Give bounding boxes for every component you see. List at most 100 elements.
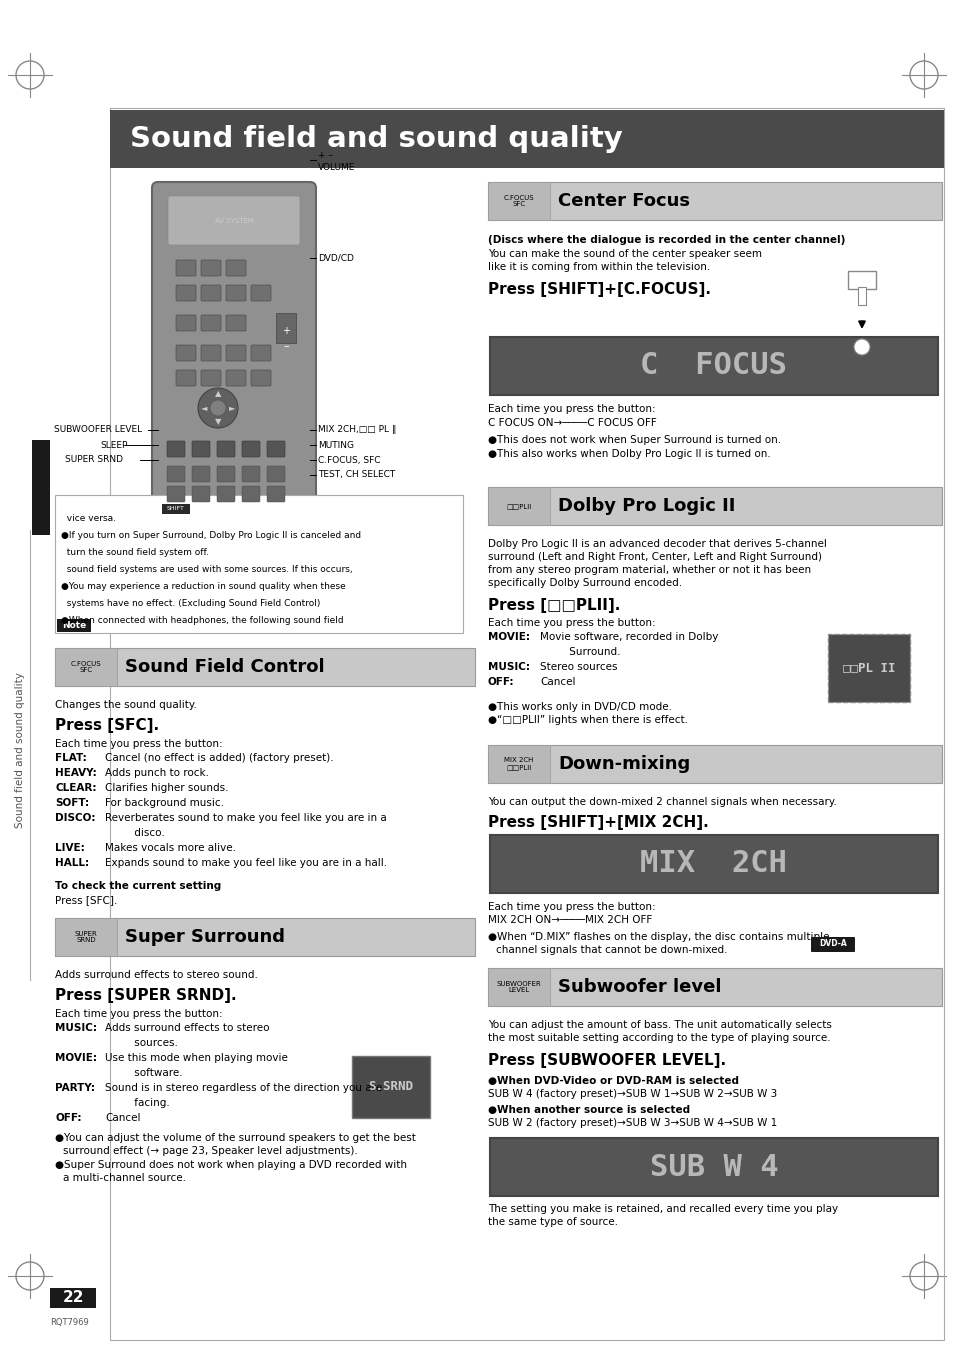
Text: Press [□□PLII].: Press [□□PLII]. [488, 598, 619, 613]
Bar [162, 504, 190, 513]
Text: ●You can adjust the volume of the surround speakers to get the best: ●You can adjust the volume of the surrou… [55, 1133, 416, 1143]
Text: disco.: disco. [105, 828, 165, 838]
Text: ●If you turn on Super Surround, Dolby Pro Logic II is canceled and: ●If you turn on Super Surround, Dolby Pr… [61, 531, 361, 540]
Text: a multi-channel source.: a multi-channel source. [63, 1173, 186, 1183]
Text: SUPER
SRND: SUPER SRND [74, 931, 97, 943]
Text: You can adjust the amount of bass. The unit automatically selects: You can adjust the amount of bass. The u… [488, 1020, 831, 1029]
FancyBboxPatch shape [267, 440, 285, 457]
Text: SOFT:: SOFT: [55, 798, 89, 808]
Text: Press [SUBWOOFER LEVEL].: Press [SUBWOOFER LEVEL]. [488, 1052, 725, 1069]
Text: C.FOCUS
SFC: C.FOCUS SFC [503, 195, 534, 208]
FancyBboxPatch shape [168, 196, 299, 245]
FancyBboxPatch shape [192, 440, 210, 457]
Text: MUSIC:: MUSIC: [55, 1023, 97, 1034]
Bar [847, 272, 875, 289]
Text: Cancel: Cancel [539, 677, 575, 688]
Text: vice versa.: vice versa. [61, 513, 116, 523]
Bar [490, 835, 937, 893]
Text: PARTY:: PARTY: [55, 1084, 95, 1093]
Text: surround (Left and Right Front, Center, Left and Right Surround): surround (Left and Right Front, Center, … [488, 553, 821, 562]
Bar [488, 744, 550, 784]
Text: RQT7969: RQT7969 [50, 1317, 89, 1327]
Text: Reverberates sound to make you feel like you are in a: Reverberates sound to make you feel like… [105, 813, 386, 823]
Text: Each time you press the button:: Each time you press the button: [55, 1009, 222, 1019]
Text: HEAVY:: HEAVY: [55, 767, 96, 778]
Text: surround effect (→ page 23, Speaker level adjustments).: surround effect (→ page 23, Speaker leve… [63, 1146, 357, 1156]
FancyBboxPatch shape [226, 345, 246, 361]
FancyBboxPatch shape [216, 466, 234, 482]
FancyBboxPatch shape [226, 259, 246, 276]
Text: Center Focus: Center Focus [558, 192, 689, 209]
Text: ●Super Surround does not work when playing a DVD recorded with: ●Super Surround does not work when playi… [55, 1161, 407, 1170]
Bar [55, 648, 475, 686]
Text: turn the sound field system off.: turn the sound field system off. [61, 549, 209, 557]
FancyBboxPatch shape [251, 345, 271, 361]
Text: OFF:: OFF: [488, 677, 514, 688]
Text: Adds surround effects to stereo: Adds surround effects to stereo [105, 1023, 269, 1034]
FancyBboxPatch shape [251, 285, 271, 301]
Bar [110, 109, 943, 168]
Text: Adds punch to rock.: Adds punch to rock. [105, 767, 209, 778]
Text: ▲: ▲ [214, 389, 221, 399]
FancyBboxPatch shape [201, 345, 221, 361]
Text: MIX 2CH ON→────MIX 2CH OFF: MIX 2CH ON→────MIX 2CH OFF [488, 915, 652, 925]
Text: ●This works only in DVD/CD mode.: ●This works only in DVD/CD mode. [488, 703, 671, 712]
Bar [57, 619, 91, 632]
FancyBboxPatch shape [267, 486, 285, 503]
Text: Super Surround: Super Surround [125, 928, 285, 946]
Text: sources.: sources. [105, 1038, 177, 1048]
FancyBboxPatch shape [192, 486, 210, 503]
Bar [857, 286, 865, 305]
Text: ●You may experience a reduction in sound quality when these: ●You may experience a reduction in sound… [61, 582, 345, 590]
Text: HALL:: HALL: [55, 858, 89, 867]
FancyBboxPatch shape [167, 466, 185, 482]
Text: To check the current setting: To check the current setting [55, 881, 221, 892]
Text: Dolby Pro Logic II is an advanced decoder that derives 5-channel: Dolby Pro Logic II is an advanced decode… [488, 539, 826, 549]
Text: software.: software. [105, 1069, 182, 1078]
Text: Changes the sound quality.: Changes the sound quality. [55, 700, 196, 711]
Text: Down-mixing: Down-mixing [558, 755, 690, 773]
Text: Each time you press the button:: Each time you press the button: [488, 617, 655, 628]
FancyBboxPatch shape [226, 285, 246, 301]
FancyBboxPatch shape [175, 259, 195, 276]
Text: Note: Note [62, 621, 86, 631]
Bar [488, 182, 550, 220]
Text: C.FOCUS
SFC: C.FOCUS SFC [71, 661, 101, 674]
Text: Cancel: Cancel [105, 1113, 140, 1123]
FancyBboxPatch shape [152, 182, 315, 519]
Text: SUB W 2 (factory preset)→SUB W 3→SUB W 4→SUB W 1: SUB W 2 (factory preset)→SUB W 3→SUB W 4… [488, 1119, 777, 1128]
Text: SHIFT: SHIFT [167, 507, 185, 512]
Text: Press [SFC].: Press [SFC]. [55, 717, 159, 734]
Text: You can make the sound of the center speaker seem: You can make the sound of the center spe… [488, 249, 761, 259]
Text: Expands sound to make you feel like you are in a hall.: Expands sound to make you feel like you … [105, 858, 387, 867]
Text: C FOCUS ON→────C FOCUS OFF: C FOCUS ON→────C FOCUS OFF [488, 417, 656, 428]
Bar [488, 182, 941, 220]
FancyBboxPatch shape [175, 285, 195, 301]
FancyBboxPatch shape [242, 440, 260, 457]
Bar [55, 917, 117, 957]
Text: ●When “D.MIX” flashes on the display, the disc contains multiple-: ●When “D.MIX” flashes on the display, th… [488, 932, 832, 942]
FancyBboxPatch shape [216, 486, 234, 503]
Text: facing.: facing. [105, 1098, 170, 1108]
Text: S.SRND: S.SRND [368, 1081, 413, 1093]
Bar [488, 744, 941, 784]
FancyBboxPatch shape [216, 440, 234, 457]
Text: Movie software, recorded in Dolby: Movie software, recorded in Dolby [539, 632, 718, 642]
Text: Dolby Pro Logic II: Dolby Pro Logic II [558, 497, 735, 515]
Text: OFF:: OFF: [55, 1113, 81, 1123]
FancyBboxPatch shape [201, 370, 221, 386]
Text: ●When another source is selected: ●When another source is selected [488, 1105, 689, 1115]
Text: Clarifies higher sounds.: Clarifies higher sounds. [105, 784, 229, 793]
Text: You can output the down-mixed 2 channel signals when necessary.: You can output the down-mixed 2 channel … [488, 797, 836, 807]
Text: SUBWOOFER LEVEL: SUBWOOFER LEVEL [54, 426, 142, 435]
Text: Surround.: Surround. [539, 647, 619, 657]
Text: ◄: ◄ [200, 404, 207, 412]
Text: ▼: ▼ [214, 417, 221, 427]
Text: like it is coming from within the television.: like it is coming from within the televi… [488, 262, 709, 272]
FancyBboxPatch shape [201, 285, 221, 301]
FancyBboxPatch shape [242, 486, 260, 503]
Text: Stereo sources: Stereo sources [539, 662, 617, 671]
Text: MOVIE:: MOVIE: [488, 632, 530, 642]
FancyBboxPatch shape [201, 259, 221, 276]
Circle shape [198, 388, 237, 428]
